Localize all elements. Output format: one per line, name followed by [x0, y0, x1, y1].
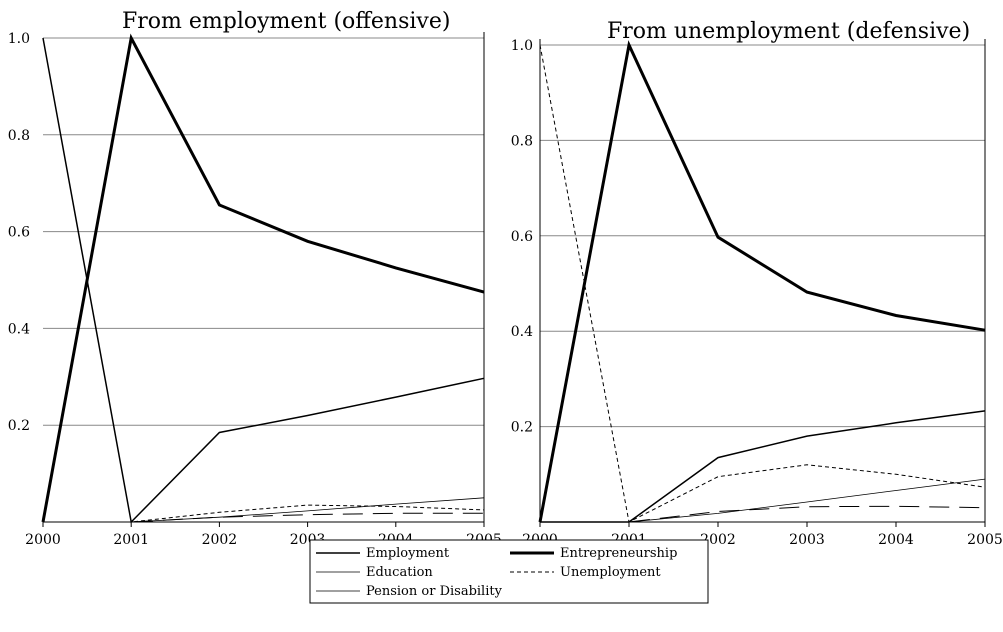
y-tick-label: 0.6 [511, 229, 533, 245]
series-line-education [43, 497, 485, 523]
legend-box [309, 539, 709, 604]
x-tick-label: 2003 [789, 532, 825, 548]
legend: Employment Entrepreneurship Education Un… [309, 539, 709, 604]
series-line-entrepreneurship [41, 33, 485, 523]
chart-title: From employment (offensive) [122, 9, 450, 34]
legend-label-education: Education [366, 565, 433, 580]
series-line-pension-or-disability [43, 512, 484, 523]
x-tick-label: 2002 [202, 532, 238, 548]
panel-2: 1.00.80.60.40.2200020012002200320042005F… [511, 19, 1003, 548]
y-tick-label: 0.8 [8, 128, 30, 144]
series-line-employment [42, 37, 485, 524]
legend-label-unemployment: Unemployment [560, 565, 661, 580]
series-line-education [540, 478, 986, 523]
y-tick-label: 1.0 [511, 38, 533, 54]
y-tick-label: 0.4 [511, 324, 533, 340]
y-tick-label: 0.8 [511, 133, 533, 149]
series-line-unemployment [539, 44, 986, 523]
y-tick-label: 0.2 [8, 418, 30, 434]
y-tick-label: 1.0 [8, 31, 30, 47]
x-tick-label: 2000 [25, 532, 61, 548]
legend-label-employment: Employment [366, 546, 450, 561]
panel-1: 1.00.80.60.40.2200020012002200320042005F… [8, 9, 502, 548]
y-tick-label: 0.6 [8, 225, 30, 241]
series-line-employment [540, 410, 986, 523]
y-tick-label: 0.2 [511, 420, 533, 436]
x-tick-label: 2005 [967, 532, 1003, 548]
x-tick-label: 2002 [700, 532, 736, 548]
x-tick-label: 2004 [878, 532, 914, 548]
legend-label-entrepreneurship: Entrepreneurship [560, 546, 677, 561]
series-line-pension-or-disability [540, 505, 986, 523]
x-tick-label: 2001 [113, 532, 149, 548]
chart-title: From unemployment (defensive) [607, 19, 970, 44]
y-tick-label: 0.4 [8, 321, 30, 337]
legend-label-pension: Pension or Disability [366, 584, 503, 599]
series-line-entrepreneurship [538, 40, 986, 523]
